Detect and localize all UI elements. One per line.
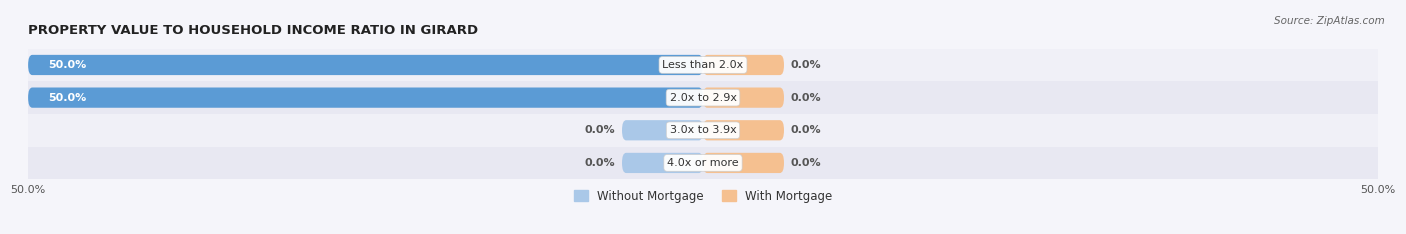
Text: 0.0%: 0.0% <box>790 125 821 135</box>
Text: 50.0%: 50.0% <box>48 60 87 70</box>
Legend: Without Mortgage, With Mortgage: Without Mortgage, With Mortgage <box>569 185 837 208</box>
FancyBboxPatch shape <box>621 153 703 173</box>
FancyBboxPatch shape <box>703 120 785 140</box>
FancyBboxPatch shape <box>28 55 703 75</box>
Text: 0.0%: 0.0% <box>790 93 821 103</box>
FancyBboxPatch shape <box>703 153 785 173</box>
Bar <box>28 49 1378 81</box>
Text: 0.0%: 0.0% <box>585 158 616 168</box>
Text: 0.0%: 0.0% <box>790 158 821 168</box>
Text: Source: ZipAtlas.com: Source: ZipAtlas.com <box>1274 16 1385 26</box>
Text: 50.0%: 50.0% <box>48 93 87 103</box>
Bar <box>28 81 1378 114</box>
FancyBboxPatch shape <box>621 120 703 140</box>
Text: 2.0x to 2.9x: 2.0x to 2.9x <box>669 93 737 103</box>
Bar <box>28 147 1378 179</box>
Text: Less than 2.0x: Less than 2.0x <box>662 60 744 70</box>
FancyBboxPatch shape <box>703 55 785 75</box>
Bar <box>28 114 1378 147</box>
FancyBboxPatch shape <box>28 88 703 108</box>
Text: 4.0x or more: 4.0x or more <box>668 158 738 168</box>
FancyBboxPatch shape <box>703 88 785 108</box>
Text: 0.0%: 0.0% <box>790 60 821 70</box>
Text: 3.0x to 3.9x: 3.0x to 3.9x <box>669 125 737 135</box>
Text: PROPERTY VALUE TO HOUSEHOLD INCOME RATIO IN GIRARD: PROPERTY VALUE TO HOUSEHOLD INCOME RATIO… <box>28 24 478 37</box>
Text: 0.0%: 0.0% <box>585 125 616 135</box>
